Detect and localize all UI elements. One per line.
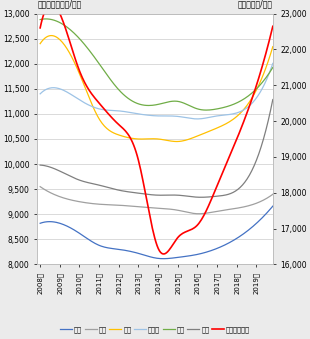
Line: 東京（右軸）: 東京（右軸） [40,3,273,254]
札幌 [252,223,256,227]
名古屋 [82,100,85,104]
東京（右軸） [54,4,57,8]
仙台 [52,193,56,197]
大阪 [101,67,105,72]
名古屋 [252,99,256,103]
名古屋 [195,117,199,121]
大阪 [204,108,208,112]
東京（右軸） [262,60,265,64]
東京（右軸） [48,2,51,6]
東京（右軸） [271,24,275,28]
横浜 [271,45,275,49]
札幌 [260,216,264,220]
Line: 福岡: 福岡 [40,100,273,197]
横浜 [48,34,51,38]
横浜 [101,123,105,127]
東京（右軸） [253,87,257,91]
札幌 [82,234,85,238]
名古屋 [271,61,275,65]
福岡 [52,166,56,171]
東京（右軸） [162,252,166,256]
Line: 札幌: 札幌 [40,206,273,259]
福岡 [38,163,42,167]
横浜 [262,72,265,76]
Line: 名古屋: 名古屋 [40,63,273,119]
横浜 [175,139,179,143]
大阪 [44,17,48,21]
東京（右軸） [50,1,54,5]
札幌 [100,244,104,248]
名古屋 [100,107,104,112]
東京（右軸） [83,80,86,84]
大阪 [38,18,42,22]
福岡 [271,98,275,102]
仙台 [100,202,104,206]
横浜 [253,90,257,94]
札幌 [161,257,165,261]
福岡 [100,184,104,188]
名古屋 [38,92,42,96]
福岡 [260,141,264,145]
大阪 [83,42,86,46]
東京（右軸） [38,26,42,30]
大阪 [262,79,265,83]
仙台 [271,192,275,196]
Legend: 札幌, 仙台, 横浜, 名古屋, 大阪, 福岡, 東京（右軸）: 札幌, 仙台, 横浜, 名古屋, 大阪, 福岡, 東京（右軸） [57,324,253,336]
仙台 [260,199,264,203]
福岡 [252,164,256,168]
札幌 [52,220,56,224]
札幌 [48,220,51,224]
大阪 [253,88,257,92]
横浜 [83,84,86,88]
横浜 [38,42,42,46]
東京（右軸） [101,106,105,110]
Line: 仙台: 仙台 [40,187,273,214]
横浜 [54,35,57,39]
札幌 [271,204,275,208]
仙台 [48,190,51,194]
仙台 [38,185,42,189]
名古屋 [260,86,264,91]
Line: 大阪: 大阪 [40,19,273,110]
福岡 [82,179,85,183]
仙台 [82,200,85,204]
横浜 [50,34,54,38]
大阪 [49,17,52,21]
Line: 横浜: 横浜 [40,36,273,141]
仙台 [197,212,201,216]
福岡 [200,195,203,199]
福岡 [48,165,51,169]
Text: （東京：円/坪）: （東京：円/坪） [238,0,273,8]
名古屋 [52,86,56,90]
札幌 [38,221,42,225]
大阪 [271,65,275,69]
仙台 [252,202,256,206]
大阪 [54,19,57,23]
名古屋 [48,86,51,90]
Text: （東京以外：円/坪）: （東京以外：円/坪） [37,0,82,8]
